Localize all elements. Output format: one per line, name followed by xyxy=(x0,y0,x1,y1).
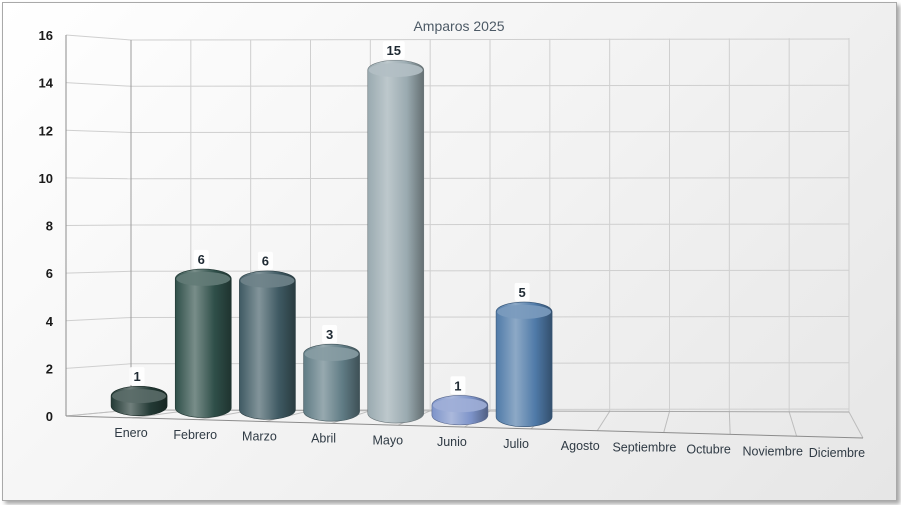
x-tick-label: Septiembre xyxy=(612,441,676,455)
gridline-side xyxy=(65,129,132,133)
data-label: 6 xyxy=(262,254,269,269)
gridline-side xyxy=(65,317,132,322)
bar-cap xyxy=(176,271,231,286)
bar xyxy=(239,270,296,420)
floor-line xyxy=(848,411,864,439)
floor-line xyxy=(663,411,670,433)
data-label-box xyxy=(322,324,338,343)
bar-cap xyxy=(432,398,487,413)
data-label-box xyxy=(193,249,209,268)
bar xyxy=(303,343,360,422)
bar xyxy=(367,59,425,424)
y-tick-label: 14 xyxy=(39,76,54,91)
y-tick-label: 2 xyxy=(46,361,53,376)
data-label: 5 xyxy=(518,285,525,300)
x-tick-label: Abril xyxy=(311,431,336,445)
chart-title: Amparos 2025 xyxy=(413,18,504,34)
data-label-box xyxy=(129,367,145,386)
data-label: 15 xyxy=(387,43,401,58)
y-tick-label: 16 xyxy=(39,28,53,43)
floor-line xyxy=(788,411,798,437)
x-tick-label: Junio xyxy=(437,435,467,449)
bar-cap xyxy=(240,273,295,288)
floor-line xyxy=(596,411,611,431)
x-tick-label: Noviembre xyxy=(743,444,803,458)
data-label: 3 xyxy=(326,327,333,342)
y-axis-ticks: 0 2 4 6 8 10 12 14 16 xyxy=(39,28,54,424)
x-tick-label: Marzo xyxy=(242,430,277,444)
gridline-side xyxy=(65,270,132,274)
data-label: 6 xyxy=(198,252,205,267)
x-axis-line xyxy=(65,415,864,439)
y-tick-label: 4 xyxy=(46,314,54,329)
bar-cap xyxy=(112,389,167,404)
gridline-side xyxy=(65,82,132,87)
gridline-side xyxy=(65,34,132,41)
floor-line xyxy=(728,411,731,435)
data-label-box xyxy=(382,41,405,60)
x-tick-label: Febrero xyxy=(173,428,217,442)
x-tick-label: Mayo xyxy=(372,433,403,447)
y-tick-label: 0 xyxy=(46,409,53,424)
x-tick-label: Agosto xyxy=(561,439,600,453)
x-tick-label: Diciembre xyxy=(809,446,865,460)
gridline-side xyxy=(65,224,132,226)
bar-cap xyxy=(304,346,359,361)
x-tick-label: Julio xyxy=(503,437,529,451)
x-tick-label: Octubre xyxy=(686,442,731,456)
data-label: 1 xyxy=(133,369,140,384)
y-tick-label: 8 xyxy=(46,219,53,234)
y-tick-label: 12 xyxy=(39,123,53,138)
bars xyxy=(110,59,553,428)
bar xyxy=(495,301,553,428)
x-axis-labels: Enero Febrero Marzo Abril Mayo Junio Julio Agos… xyxy=(114,426,865,460)
x-tick-label: Enero xyxy=(114,426,147,440)
gridline-side xyxy=(65,363,132,369)
data-label-box xyxy=(257,251,273,270)
chart-walls xyxy=(65,35,864,439)
y-tick-label: 6 xyxy=(46,266,53,281)
bar xyxy=(174,268,232,418)
y-tick-label: 10 xyxy=(39,171,53,186)
gridline-side xyxy=(65,177,132,180)
data-label: 1 xyxy=(454,378,461,393)
data-label-box xyxy=(450,376,466,395)
bar-cap xyxy=(368,63,423,78)
bar-cap xyxy=(497,304,552,319)
data-label-box xyxy=(514,282,530,301)
